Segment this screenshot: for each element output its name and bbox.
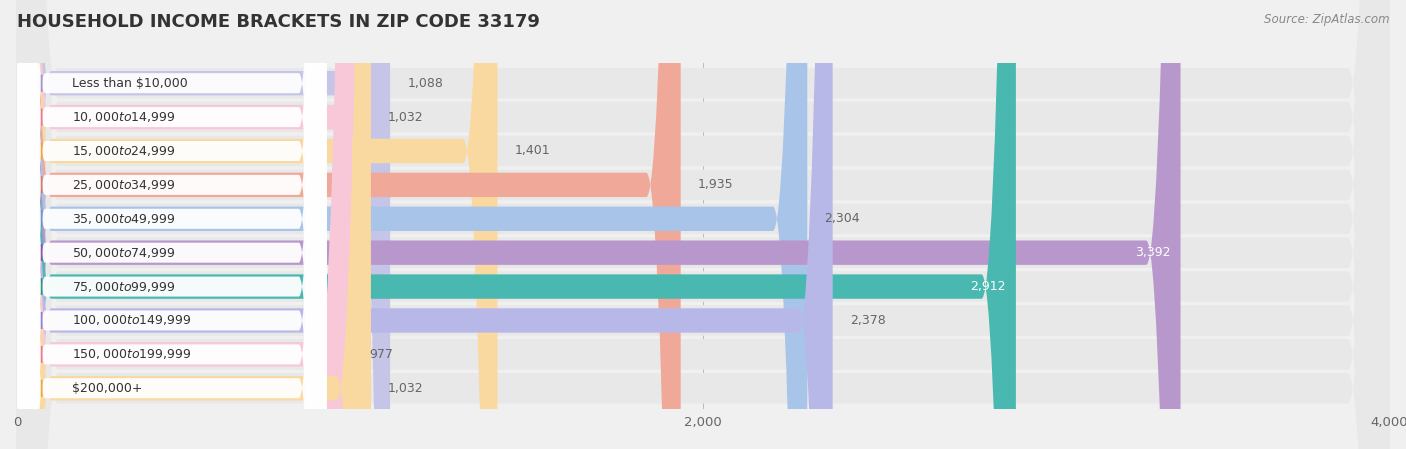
Text: 977: 977: [370, 348, 394, 361]
FancyBboxPatch shape: [17, 0, 1389, 449]
FancyBboxPatch shape: [17, 0, 1389, 449]
FancyBboxPatch shape: [17, 0, 1389, 449]
Text: $50,000 to $74,999: $50,000 to $74,999: [73, 246, 176, 260]
FancyBboxPatch shape: [17, 0, 1389, 449]
FancyBboxPatch shape: [17, 0, 498, 449]
FancyBboxPatch shape: [17, 0, 326, 449]
FancyBboxPatch shape: [17, 0, 1389, 449]
FancyBboxPatch shape: [17, 0, 326, 449]
FancyBboxPatch shape: [17, 0, 1181, 449]
Text: HOUSEHOLD INCOME BRACKETS IN ZIP CODE 33179: HOUSEHOLD INCOME BRACKETS IN ZIP CODE 33…: [17, 13, 540, 31]
FancyBboxPatch shape: [17, 0, 1389, 449]
Text: $10,000 to $14,999: $10,000 to $14,999: [73, 110, 176, 124]
FancyBboxPatch shape: [17, 0, 326, 449]
Text: 2,912: 2,912: [970, 280, 1005, 293]
FancyBboxPatch shape: [17, 0, 326, 449]
FancyBboxPatch shape: [17, 0, 326, 449]
Text: $15,000 to $24,999: $15,000 to $24,999: [73, 144, 176, 158]
Text: $25,000 to $34,999: $25,000 to $34,999: [73, 178, 176, 192]
FancyBboxPatch shape: [17, 0, 1389, 449]
FancyBboxPatch shape: [17, 0, 326, 449]
Text: $100,000 to $149,999: $100,000 to $149,999: [73, 313, 191, 327]
Text: 1,032: 1,032: [388, 110, 423, 123]
Text: 1,032: 1,032: [388, 382, 423, 395]
FancyBboxPatch shape: [17, 0, 1389, 449]
Text: 2,378: 2,378: [849, 314, 886, 327]
FancyBboxPatch shape: [17, 0, 1017, 449]
FancyBboxPatch shape: [17, 0, 681, 449]
Text: 3,392: 3,392: [1135, 246, 1170, 259]
Text: 1,088: 1,088: [408, 77, 443, 90]
FancyBboxPatch shape: [17, 0, 1389, 449]
FancyBboxPatch shape: [17, 0, 326, 449]
FancyBboxPatch shape: [17, 0, 371, 449]
Text: Source: ZipAtlas.com: Source: ZipAtlas.com: [1264, 13, 1389, 26]
Text: Less than $10,000: Less than $10,000: [73, 77, 188, 90]
Text: $150,000 to $199,999: $150,000 to $199,999: [73, 348, 191, 361]
FancyBboxPatch shape: [17, 0, 832, 449]
Text: $200,000+: $200,000+: [73, 382, 143, 395]
Text: 2,304: 2,304: [824, 212, 860, 225]
Text: 1,401: 1,401: [515, 145, 550, 158]
FancyBboxPatch shape: [17, 0, 371, 449]
Text: $75,000 to $99,999: $75,000 to $99,999: [73, 280, 176, 294]
FancyBboxPatch shape: [17, 0, 352, 449]
FancyBboxPatch shape: [17, 0, 389, 449]
Text: $35,000 to $49,999: $35,000 to $49,999: [73, 212, 176, 226]
Text: 1,935: 1,935: [697, 178, 734, 191]
FancyBboxPatch shape: [17, 0, 807, 449]
FancyBboxPatch shape: [17, 0, 326, 449]
FancyBboxPatch shape: [17, 0, 1389, 449]
FancyBboxPatch shape: [17, 0, 326, 449]
FancyBboxPatch shape: [17, 0, 326, 449]
